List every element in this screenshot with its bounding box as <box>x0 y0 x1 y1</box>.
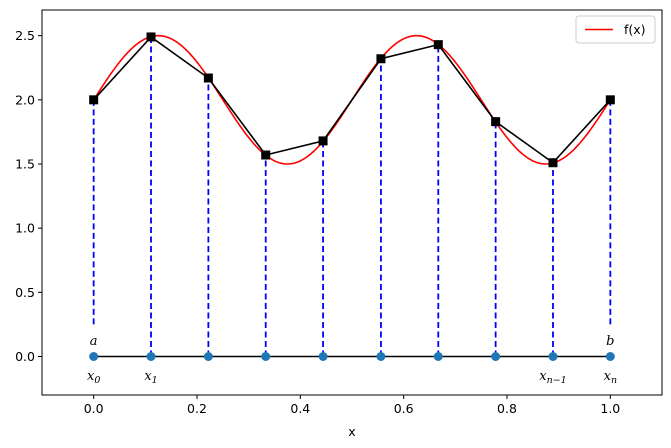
node-marker <box>146 352 156 361</box>
square-marker <box>605 95 615 105</box>
y-tick-label: 2.0 <box>15 92 35 107</box>
node-marker <box>376 352 386 361</box>
y-tick-label: 0.0 <box>15 349 35 364</box>
node-marker <box>261 352 271 361</box>
annotation-x1: x1 <box>144 369 157 386</box>
axis-ticks: 0.0 0.2 0.4 0.6 0.8 1.0 0.0 0.5 1.0 1.5 2.0 2.5 <box>15 28 620 416</box>
annotation-a: a <box>90 334 98 349</box>
y-tick-label: 1.0 <box>15 221 35 236</box>
node-marker <box>318 352 328 361</box>
square-marker <box>548 158 558 168</box>
square-marker <box>376 54 386 64</box>
legend: f(x) <box>575 15 656 44</box>
square-marker <box>433 40 443 50</box>
y-tick-label: 1.5 <box>15 157 35 172</box>
square-marker <box>318 136 328 146</box>
interpolant-line <box>93 35 611 164</box>
x-tick-label: 0.6 <box>394 401 414 416</box>
axes-border <box>41 9 663 396</box>
x-axis-label: x <box>348 424 355 439</box>
annotation-b: b <box>606 334 614 349</box>
node-marker <box>203 352 213 361</box>
legend-label-fx: f(x) <box>624 22 646 37</box>
axes-frame <box>41 9 663 396</box>
x-tick-label: 0.0 <box>84 401 104 416</box>
square-marker <box>491 117 501 127</box>
node-marker <box>605 352 615 361</box>
x-tick-label: 0.4 <box>290 401 310 416</box>
node-marker <box>433 352 443 361</box>
x-tick-label: 0.8 <box>497 401 517 416</box>
node-marker <box>89 352 99 361</box>
y-tick-label: 0.5 <box>15 285 35 300</box>
square-marker <box>261 150 271 160</box>
annotation-x0: x0 <box>87 369 100 386</box>
y-tick-label: 2.5 <box>15 28 35 43</box>
square-marker <box>203 73 213 83</box>
square-marker <box>146 32 156 42</box>
annotation-xn1: xn−1 <box>539 369 566 386</box>
node-marker <box>491 352 501 361</box>
legend-box <box>575 15 656 44</box>
node-marker <box>548 352 558 361</box>
square-marker <box>89 95 99 105</box>
x-tick-label: 1.0 <box>600 401 620 416</box>
plot-area: a b x0 x1 xn−1 xn <box>87 32 617 386</box>
x-tick-label: 0.2 <box>187 401 207 416</box>
annotation-xn: xn <box>604 369 617 386</box>
